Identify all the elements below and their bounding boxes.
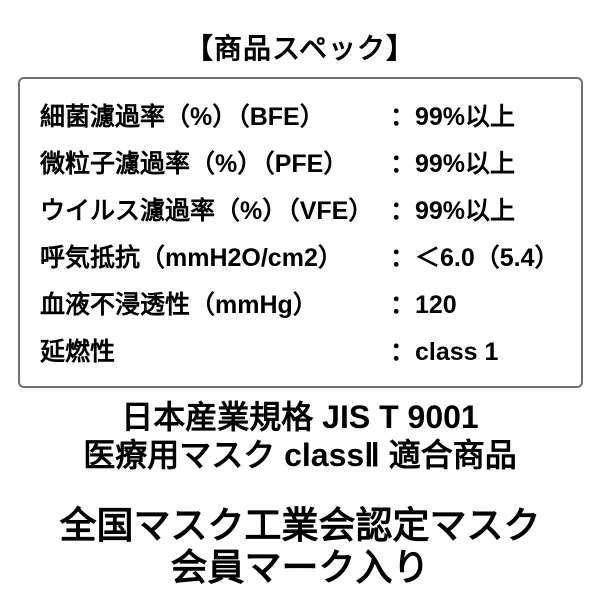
spec-row-label: 血液不浸透性（mmHg）	[40, 290, 318, 319]
spec-row-value: ：99%以上	[390, 196, 516, 225]
mask-association-block: 全国マスク工業会認定マスク 会員マーク入り	[0, 505, 600, 589]
spec-row-bfe: 細菌濾過率（%）（BFE） ：99%以上	[40, 91, 581, 138]
spec-row-label: 呼気抵抗（mmH2O/cm2）	[40, 243, 343, 272]
jis-standard-line: 日本産業規格 JIS T 9001	[121, 399, 479, 435]
spec-row-label: 延燃性	[40, 337, 116, 366]
member-mark-line: 会員マーク入り	[170, 547, 430, 588]
spec-row-pfe: 微粒子濾過率（%）（PFE） ：99%以上	[40, 138, 581, 185]
spec-row-breath-resistance: 呼気抵抗（mmH2O/cm2） ：＜6.0（5.4）	[40, 232, 581, 279]
spec-row-label: ウイルス濾過率（%）（VFE）	[40, 196, 374, 225]
medical-mask-class-line: 医療用マスク classⅡ 適合商品	[83, 437, 517, 473]
spec-row-value: ：＜6.0（5.4）	[390, 243, 560, 272]
page-title: 【商品スペック】	[184, 33, 416, 64]
spec-row-vfe: ウイルス濾過率（%）（VFE） ：99%以上	[40, 185, 581, 232]
spec-row-value: ：99%以上	[390, 102, 516, 131]
jis-certification-block: 日本産業規格 JIS T 9001 医療用マスク classⅡ 適合商品	[0, 398, 600, 474]
mask-association-line: 全国マスク工業会認定マスク	[59, 505, 541, 546]
spec-row-label: 細菌濾過率（%）（BFE）	[40, 102, 325, 131]
spec-row-blood-resistance: 血液不浸透性（mmHg） ：120	[40, 279, 581, 326]
spec-row-value: ：99%以上	[390, 149, 516, 178]
spec-table: 細菌濾過率（%）（BFE） ：99%以上 微粒子濾過率（%）（PFE） ：99%…	[18, 77, 583, 388]
spec-row-flammability: 延燃性 ：class 1	[40, 326, 581, 373]
spec-row-value: ：120	[390, 290, 457, 319]
spec-row-label: 微粒子濾過率（%）（PFE）	[40, 149, 349, 178]
spec-row-value: ：class 1	[390, 337, 499, 366]
